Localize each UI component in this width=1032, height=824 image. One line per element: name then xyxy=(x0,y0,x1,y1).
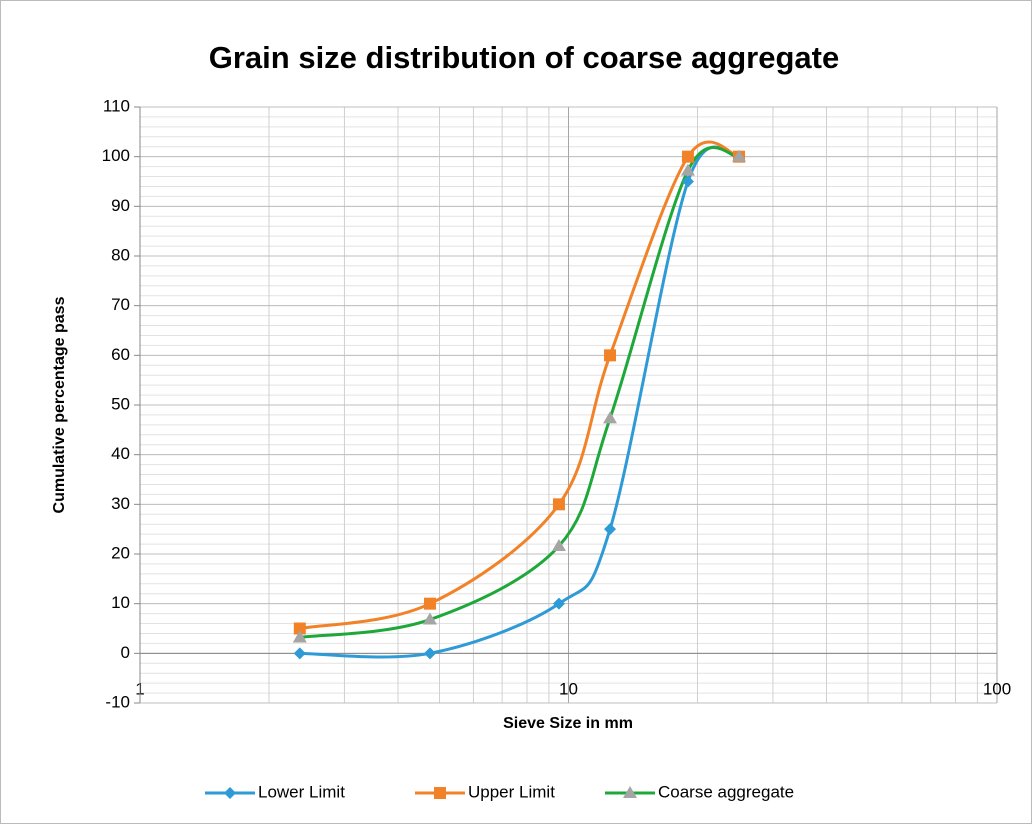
marker xyxy=(623,786,637,798)
marker xyxy=(681,150,694,163)
y-tick-label: 90 xyxy=(111,196,130,215)
y-tick-label: 60 xyxy=(111,345,130,364)
y-tick-label: -10 xyxy=(105,692,130,711)
legend-label: Coarse aggregate xyxy=(658,782,794,801)
legend-item: Upper Limit xyxy=(415,782,555,801)
marker xyxy=(422,612,437,625)
marker xyxy=(293,647,306,660)
chart-title: Grain size distribution of coarse aggreg… xyxy=(209,40,839,75)
y-tick-label: 40 xyxy=(111,444,130,463)
x-axis-label: Sieve Size in mm xyxy=(503,715,633,732)
marker xyxy=(681,175,694,188)
marker xyxy=(224,787,236,799)
y-tick-label: 80 xyxy=(111,245,130,264)
legend-item: Lower Limit xyxy=(205,782,345,801)
marker xyxy=(423,647,436,660)
y-tick-label: 30 xyxy=(111,494,130,513)
marker xyxy=(732,149,747,162)
y-tick-label: 100 xyxy=(102,146,130,165)
x-tick-label: 100 xyxy=(983,679,1011,698)
x-tick-label: 10 xyxy=(559,679,578,698)
y-tick-label: 20 xyxy=(111,543,130,562)
y-tick-label: 0 xyxy=(121,643,130,662)
y-tick-label: 10 xyxy=(111,593,130,612)
y-tick-label: 110 xyxy=(103,96,130,115)
marker xyxy=(423,597,436,610)
marker xyxy=(552,498,565,511)
marker xyxy=(603,411,618,424)
marker xyxy=(551,539,566,552)
legend-label: Upper Limit xyxy=(468,782,555,801)
marker xyxy=(552,597,565,610)
y-tick-label: 50 xyxy=(111,394,130,413)
marker xyxy=(293,622,306,635)
y-axis-label: Cumulative percentage pass xyxy=(51,296,68,513)
marker xyxy=(680,163,695,176)
y-tick-label: 70 xyxy=(111,295,130,314)
marker xyxy=(292,630,307,643)
marker xyxy=(434,787,446,799)
legend-label: Lower Limit xyxy=(258,782,345,801)
marker xyxy=(604,349,617,362)
legend-item: Coarse aggregate xyxy=(605,782,794,801)
marker xyxy=(604,523,617,536)
